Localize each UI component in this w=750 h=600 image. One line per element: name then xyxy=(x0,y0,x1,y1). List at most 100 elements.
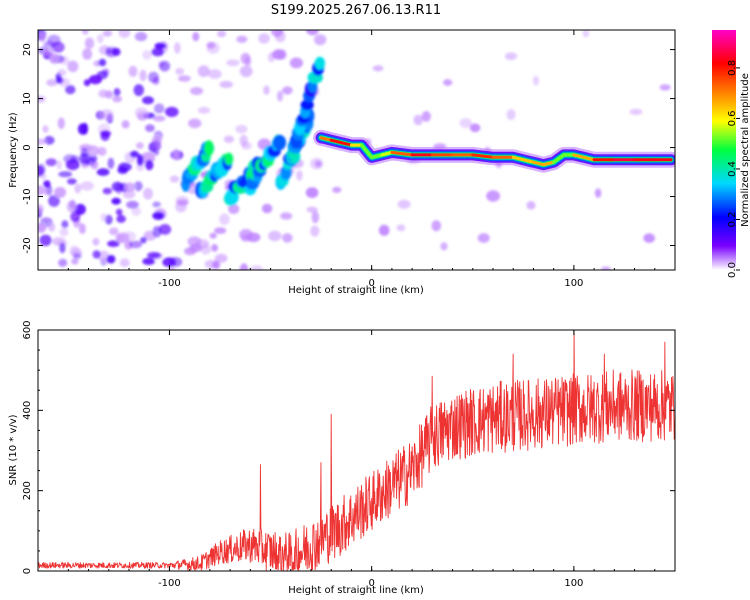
noise-speckle xyxy=(115,234,125,243)
noise-speckle xyxy=(306,30,319,36)
colorbar-tick-label: 0.2 xyxy=(727,212,738,228)
noise-speckle xyxy=(48,53,60,64)
noise-speckle xyxy=(178,75,191,82)
noise-speckle xyxy=(67,60,79,73)
noise-speckle xyxy=(209,232,217,239)
noise-speckle xyxy=(153,103,165,114)
snr-y-label: SNR (10 * v/v) xyxy=(8,414,19,485)
noise-speckle xyxy=(142,96,154,105)
noise-speckle xyxy=(158,224,172,235)
noise-speckle xyxy=(57,117,65,130)
ridge-core-segment xyxy=(360,143,374,159)
noise-speckle xyxy=(311,211,320,224)
colorbar-tick-label: 0.4 xyxy=(727,161,738,177)
x-tick-label: 100 xyxy=(564,278,583,289)
noise-speckle xyxy=(212,260,221,270)
streak-5 xyxy=(286,56,326,162)
noise-speckle xyxy=(305,187,319,199)
noise-speckle xyxy=(107,240,120,247)
noise-speckle xyxy=(219,213,230,226)
noise-speckle xyxy=(74,183,82,194)
spectrogram-marks xyxy=(38,30,675,270)
noise-speckle xyxy=(83,79,91,87)
noise-speckle xyxy=(643,233,655,243)
ridge-core-segment xyxy=(380,150,394,157)
noise-speckle xyxy=(239,65,253,78)
noise-speckle xyxy=(46,79,58,87)
noise-speckle xyxy=(82,30,89,35)
noise-speckle xyxy=(175,67,185,75)
x-tick-label: -100 xyxy=(158,578,181,589)
noise-speckle xyxy=(151,47,164,57)
noise-speckle xyxy=(131,206,142,216)
noise-speckle xyxy=(100,109,114,121)
noise-speckle xyxy=(152,201,161,208)
noise-speckle xyxy=(258,33,270,44)
snr-background xyxy=(38,330,675,571)
snr-panel: -100 0 100 0 200 400 600 Height of straight li… xyxy=(8,320,676,596)
colorbar-tick-label: 0.6 xyxy=(727,110,738,126)
noise-speckle xyxy=(152,211,165,220)
spectrogram-x-label: Height of straight line (km) xyxy=(288,285,424,296)
noise-speckle xyxy=(275,30,286,43)
noise-speckle xyxy=(82,48,93,60)
x-tick-label: 0 xyxy=(368,578,374,589)
noise-speckle xyxy=(250,265,264,270)
ridge-core-segment xyxy=(329,138,343,145)
noise-speckle xyxy=(106,254,116,264)
snr-ticks: -100 0 100 0 200 400 600 xyxy=(22,320,675,589)
noise-speckle xyxy=(128,65,138,77)
noise-speckle xyxy=(443,79,453,86)
x-tick-label: 0 xyxy=(368,278,374,289)
snr-marks xyxy=(38,330,675,571)
snr-series-line xyxy=(38,330,675,571)
noise-speckle xyxy=(122,189,136,199)
noise-speckle xyxy=(38,204,44,214)
noise-speckle xyxy=(152,115,166,122)
streak-1 xyxy=(195,152,234,199)
ridge-core-segment xyxy=(542,160,556,167)
noise-speckle xyxy=(115,208,123,216)
noise-speckle xyxy=(54,186,67,198)
noise-speckle xyxy=(267,52,275,63)
noise-speckle xyxy=(59,55,70,66)
streak-0 xyxy=(181,140,215,192)
noise-speckle xyxy=(112,95,123,103)
ridge-core-segment xyxy=(511,155,535,164)
noise-speckle xyxy=(152,226,162,238)
noise-speckle xyxy=(59,242,66,254)
ridge-core-segment xyxy=(531,160,546,167)
noise-speckle xyxy=(96,168,110,176)
noise-speckle xyxy=(594,188,602,198)
streak-blob xyxy=(272,134,287,151)
noise-speckle xyxy=(79,223,86,235)
noise-speckle xyxy=(109,227,119,236)
noise-speckle xyxy=(217,30,227,38)
noise-speckle xyxy=(159,60,171,72)
noise-speckle xyxy=(440,242,448,251)
noise-speckle xyxy=(88,74,102,85)
colorbar-ticks: 0.0 0.2 0.4 0.6 0.8 xyxy=(727,60,740,278)
noise-speckle xyxy=(169,175,180,183)
ridge-core-segment xyxy=(390,150,414,157)
noise-speckle xyxy=(97,34,104,44)
noise-speckle xyxy=(134,31,148,42)
noise-speckle xyxy=(315,160,322,168)
noise-speckle xyxy=(100,213,108,222)
noise-speckle xyxy=(45,158,57,167)
colorbar-tick-label: 0.8 xyxy=(727,60,738,76)
noise-speckle xyxy=(113,88,121,97)
noise-speckle xyxy=(197,65,210,78)
noise-speckle xyxy=(190,87,204,95)
x-tick-label: -100 xyxy=(158,278,181,289)
noise-speckle xyxy=(239,263,249,270)
noise-speckle xyxy=(396,224,406,232)
noise-speckle xyxy=(71,258,79,265)
noise-speckle xyxy=(79,153,93,165)
noise-speckle xyxy=(57,68,67,77)
noise-speckle xyxy=(129,240,143,249)
noise-speckle xyxy=(140,236,147,244)
noise-speckle xyxy=(206,42,220,54)
noise-speckle xyxy=(235,124,248,134)
